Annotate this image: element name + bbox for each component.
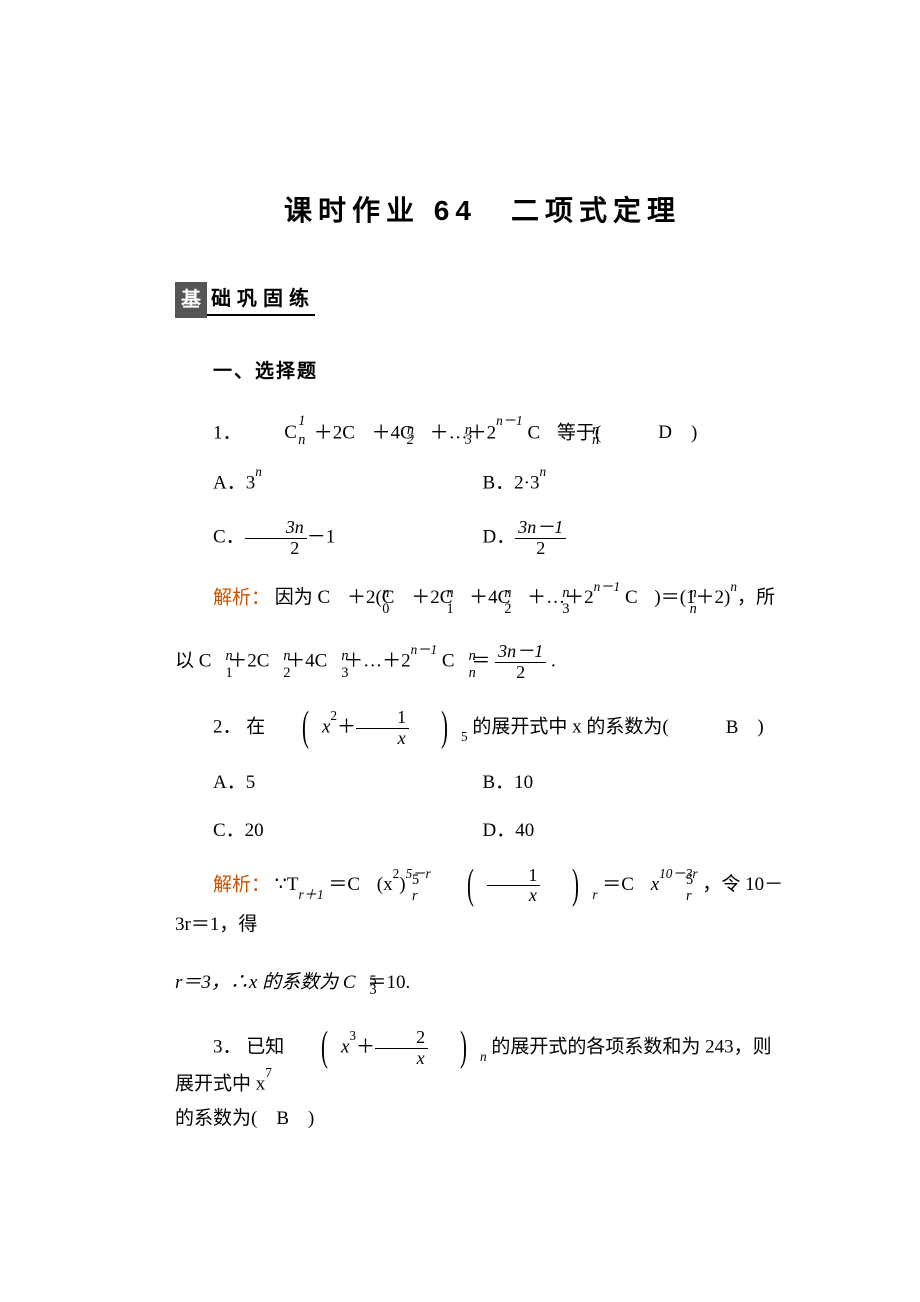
q1-opt-d: D．3n－12 [483,518,791,559]
q3-answer: B [276,1105,289,1134]
q1-number: 1． [213,422,242,443]
q1-jiexi-2: 以 C1n ＋2C2n ＋4C3n ＋…＋2n－1 Cnn ＝ 3n－12 . [175,642,790,683]
q3-number: 3． [213,1036,242,1057]
q1-opt-b: B．2·3n [483,467,791,498]
q1-options-cd: C．3n2－1 D．3n－12 [175,518,790,559]
q2-options-cd: C．20 D．40 [175,817,790,846]
q2-jiexi-2: r＝3，∴x 的系数为 C35＝10. [175,969,790,998]
choice-heading: 一、选择题 [175,358,790,387]
q1-opt-c: C．3n2－1 [175,518,483,559]
q1-answer: D [620,419,672,448]
q1-jiexi: 解析： 因为 C0n ＋2(C1n ＋2C2n ＋4C3n ＋…＋2n－1 Cn… [175,579,790,617]
q1-stem: 1． C1n ＋2C2n ＋4C3n ＋…＋2n－1 Cnn 等于(D) [175,417,790,448]
combo-c1n: C1n [246,419,297,448]
q1-opt-a: A．3n [175,467,483,498]
jiexi-label: 解析： [213,587,270,608]
badge-rest: 础巩固练 [207,284,315,316]
q2-options-ab: A．5 B．10 [175,769,790,798]
q3-stem: 3． 已知 (x3＋2x)n 的展开式的各项系数和为 243，则展开式中 x7 [175,1028,790,1100]
q3-stem-line2: 的系数为(B) [175,1105,790,1134]
q2-jiexi: 解析： ∵Tr＋1 ＝Cr5 (x2)5－r (1x)r ＝Cr5 x10－3r… [175,866,790,945]
q2-opt-a: A．5 [175,769,483,798]
q2-answer: B [688,714,739,743]
q2-number: 2． [213,717,242,738]
jiexi-label-2: 解析： [213,874,270,895]
q2-stem: 2． 在 (x2＋1x)5 的展开式中 x 的系数为(B) [175,708,790,749]
badge-char: 基 [175,282,207,318]
q1-options-ab: A．3n B．2·3n [175,467,790,498]
q2-opt-b: B．10 [483,769,791,798]
q2-opt-c: C．20 [175,817,483,846]
page-title: 课时作业 64 二项式定理 [175,190,790,232]
q2-opt-d: D．40 [483,817,791,846]
section-badge: 基 础巩固练 [175,282,315,318]
